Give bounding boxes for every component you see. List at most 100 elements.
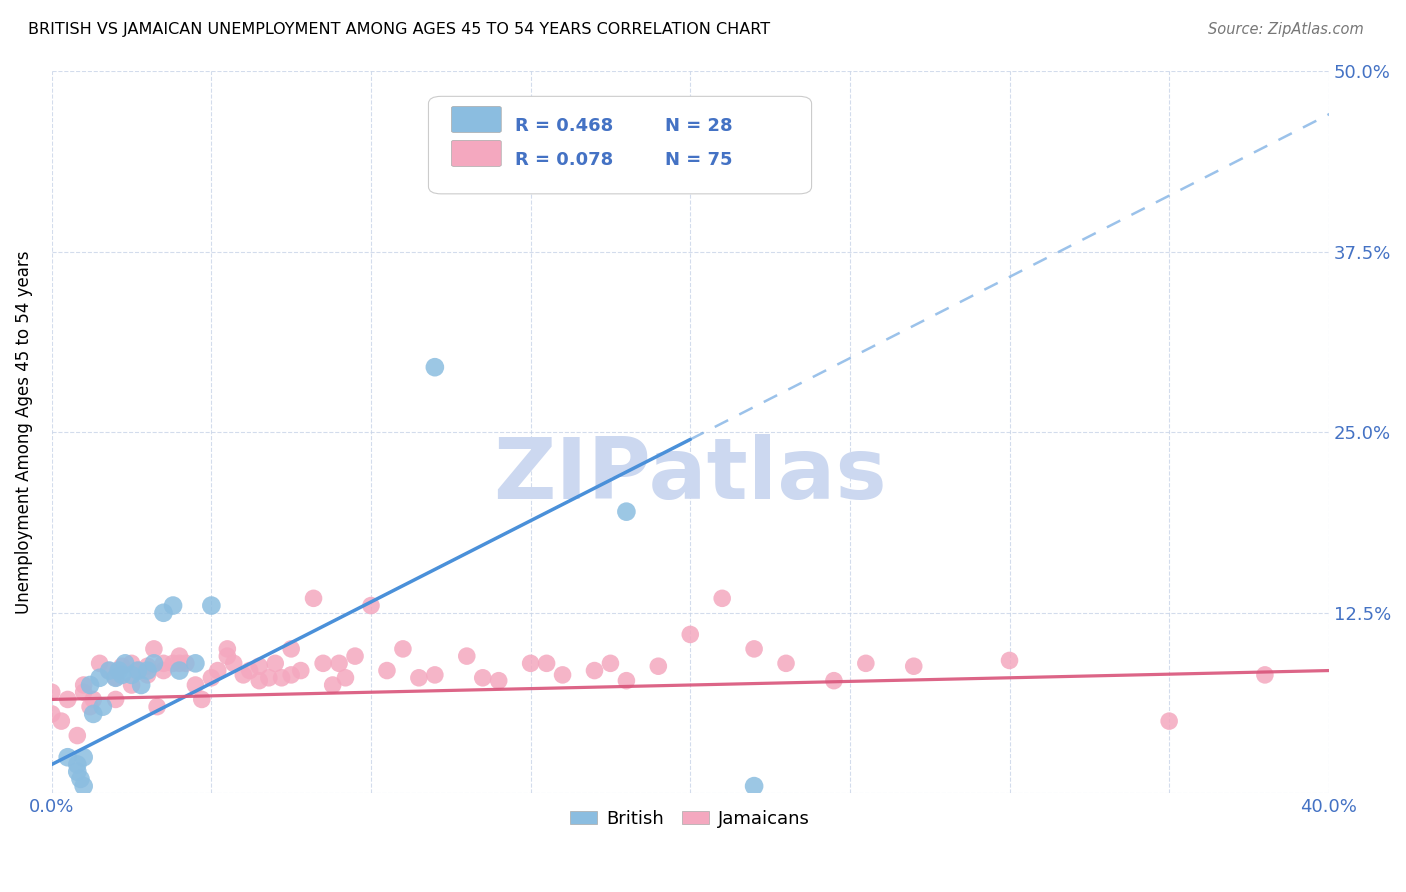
Point [335, 671, 357, 685]
Point [217, 641, 239, 656]
Y-axis label: Unemployment Among Ages 45 to 54 years: Unemployment Among Ages 45 to 54 years [15, 251, 32, 614]
Point [66, 764, 89, 779]
Point [456, 649, 478, 664]
Point [191, 692, 214, 706]
Point [998, 653, 1021, 667]
Text: R = 0.078: R = 0.078 [516, 151, 613, 169]
Legend: British, Jamaicans: British, Jamaicans [562, 803, 817, 835]
Point [73, 685, 96, 699]
Point [169, 664, 191, 678]
Point [79, 678, 101, 692]
Point [488, 673, 510, 688]
Text: BRITISH VS JAMAICAN UNEMPLOYMENT AMONG AGES 45 TO 54 YEARS CORRELATION CHART: BRITISH VS JAMAICAN UNEMPLOYMENT AMONG A… [28, 22, 770, 37]
Point [280, 641, 302, 656]
Point [270, 671, 292, 685]
Point [375, 664, 398, 678]
Point [302, 591, 325, 606]
Point [142, 641, 165, 656]
Point [121, 668, 143, 682]
Point [91, 699, 114, 714]
Point [647, 659, 669, 673]
Point [127, 664, 149, 678]
Point [169, 649, 191, 664]
Point [56, 692, 79, 706]
Point [616, 505, 638, 519]
FancyBboxPatch shape [451, 140, 502, 167]
Point [73, 678, 96, 692]
Point [152, 657, 174, 671]
Point [184, 678, 207, 692]
Text: N = 28: N = 28 [665, 117, 733, 135]
Point [174, 657, 197, 671]
Point [136, 664, 159, 678]
Point [69, 772, 91, 786]
Point [903, 659, 925, 673]
Point [775, 657, 797, 671]
Point [127, 664, 149, 678]
Point [222, 657, 245, 671]
Point [129, 678, 152, 692]
Point [79, 699, 101, 714]
Point [136, 668, 159, 682]
Point [1254, 668, 1277, 682]
Point [111, 668, 134, 682]
Point [162, 599, 184, 613]
Point [823, 673, 845, 688]
Point [104, 692, 127, 706]
Point [232, 668, 254, 682]
Point [247, 659, 270, 673]
Point [104, 671, 127, 685]
Point [536, 657, 558, 671]
Point [89, 657, 111, 671]
Point [142, 657, 165, 671]
Point [152, 664, 174, 678]
Point [51, 714, 73, 728]
Point [239, 664, 262, 678]
Point [121, 678, 143, 692]
Point [344, 649, 367, 664]
Point [257, 671, 280, 685]
Point [519, 657, 541, 671]
Point [104, 671, 127, 685]
Point [66, 729, 89, 743]
Point [616, 673, 638, 688]
Point [121, 657, 143, 671]
Point [89, 671, 111, 685]
Point [264, 657, 287, 671]
Point [599, 657, 621, 671]
Point [328, 657, 350, 671]
Point [855, 657, 877, 671]
Point [114, 657, 136, 671]
FancyBboxPatch shape [429, 96, 811, 194]
Point [392, 641, 415, 656]
Point [711, 591, 734, 606]
Point [1159, 714, 1181, 728]
Text: N = 75: N = 75 [665, 151, 733, 169]
Point [184, 657, 207, 671]
Point [742, 779, 765, 793]
Point [98, 664, 121, 678]
Point [41, 685, 63, 699]
Point [408, 671, 430, 685]
Point [290, 664, 312, 678]
Point [207, 664, 229, 678]
Point [136, 659, 159, 673]
Text: R = 0.468: R = 0.468 [516, 117, 613, 135]
Point [82, 706, 104, 721]
Point [322, 678, 344, 692]
FancyBboxPatch shape [451, 106, 502, 132]
Text: ZIPatlas: ZIPatlas [494, 434, 887, 517]
Point [312, 657, 335, 671]
Point [73, 750, 96, 764]
Point [200, 599, 222, 613]
Point [146, 699, 169, 714]
Point [73, 779, 96, 793]
Point [111, 659, 134, 673]
Point [152, 606, 174, 620]
Point [98, 664, 121, 678]
Point [247, 673, 270, 688]
Point [162, 657, 184, 671]
Point [107, 664, 129, 678]
Point [280, 668, 302, 682]
Point [217, 649, 239, 664]
